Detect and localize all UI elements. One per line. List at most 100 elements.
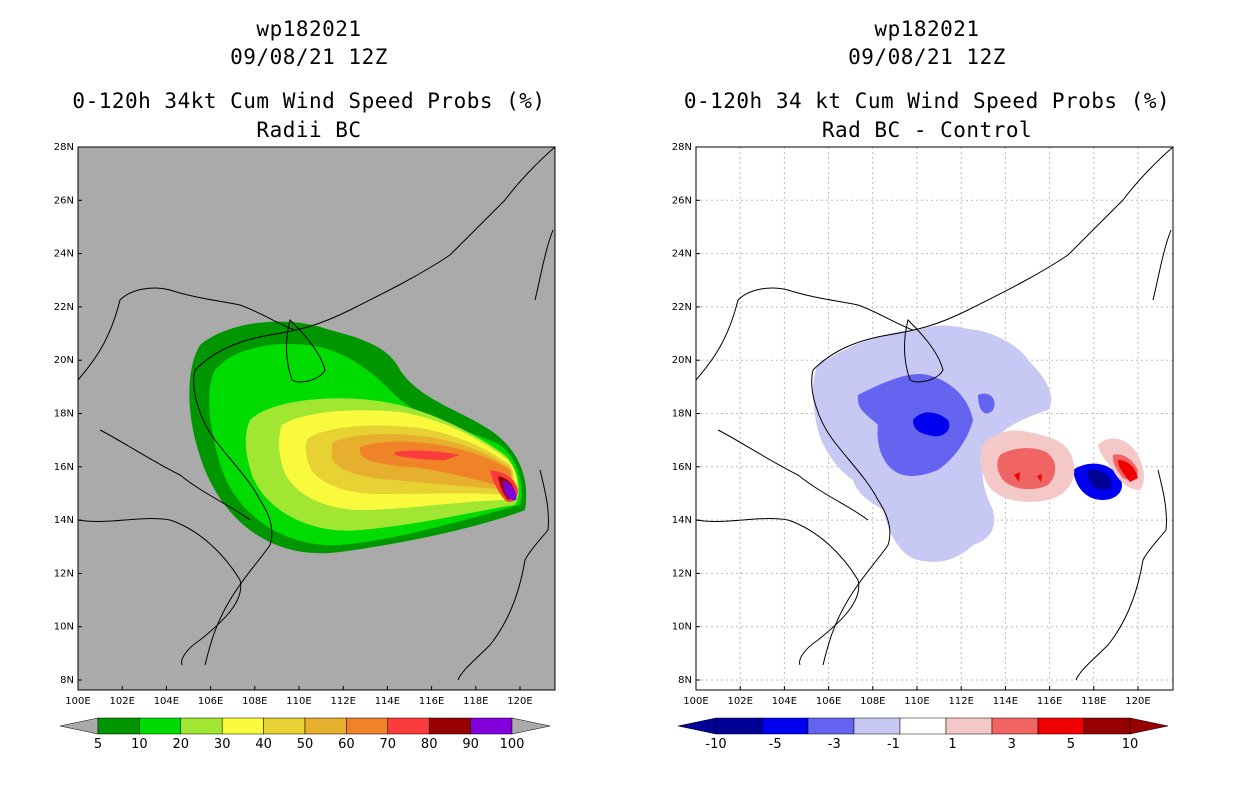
right-panel: wp182021 09/08/21 12Z 0-120h 34 kt Cum W… [618, 0, 1236, 800]
right-storm-id: wp182021 [874, 17, 980, 41]
left-product-title: 0-120h 34kt Cum Wind Speed Probs (%) [72, 89, 546, 113]
colorbar-swatch [945, 717, 993, 735]
right-difference-contours [813, 325, 1144, 562]
lat-label: 28N [672, 142, 692, 153]
colorbar-label: -5 [769, 737, 782, 752]
lon-label: 104E [154, 696, 179, 707]
lat-label: 16N [54, 462, 74, 473]
diff-plus-5 [1014, 460, 1138, 482]
lon-label: 120E [1125, 696, 1150, 707]
contour-70 [395, 450, 518, 502]
colorbar-label: 10 [1122, 737, 1139, 752]
left-probability-contours [189, 321, 527, 554]
lat-label: 10N [54, 622, 74, 633]
colorbar-label: 5 [94, 737, 102, 752]
lon-label: 102E [727, 696, 752, 707]
left-map-frame [77, 146, 556, 691]
lon-label: 100E [65, 696, 90, 707]
colorbar-label: 50 [297, 737, 314, 752]
lat-label: 28N [54, 142, 74, 153]
lon-label: 118E [1081, 696, 1106, 707]
lon-label: 116E [1037, 696, 1062, 707]
colorbar-swatch [991, 717, 1039, 735]
colorbar-arrow-low [59, 717, 99, 735]
lat-label: 8N [678, 675, 692, 686]
lon-label: 106E [198, 696, 223, 707]
left-coastlines [78, 147, 555, 681]
lat-label: 14N [54, 515, 74, 526]
lon-label: 102E [109, 696, 134, 707]
colorbar-label: 5 [1067, 737, 1075, 752]
colorbar-swatch [263, 717, 306, 735]
colorbar-swatch [97, 717, 140, 735]
lon-label: 118E [463, 696, 488, 707]
lat-label: 24N [672, 249, 692, 260]
lon-label: 116E [419, 696, 444, 707]
lat-label: 20N [54, 355, 74, 366]
colorbar-label: 60 [338, 737, 355, 752]
lon-label: 108E [242, 696, 267, 707]
lat-label: 14N [672, 515, 692, 526]
colorbar-swatch [428, 717, 471, 735]
diff-plus-3 [997, 448, 1138, 490]
lon-label: 114E [375, 696, 400, 707]
left-colorbar: 5 10 20 30 40 50 60 70 80 90 100 [59, 717, 551, 752]
colorbar-label: 20 [173, 737, 190, 752]
colorbar-label: 90 [462, 737, 479, 752]
lat-label: 26N [54, 195, 74, 206]
lon-label: 106E [816, 696, 841, 707]
colorbar-swatch [853, 717, 901, 735]
right-map-frame [695, 146, 1174, 691]
lat-label: 26N [672, 195, 692, 206]
lat-label: 20N [672, 355, 692, 366]
colorbar-swatch [899, 717, 947, 735]
colorbar-swatch [761, 717, 809, 735]
colorbar-swatch [715, 717, 763, 735]
lon-label: 110E [286, 696, 311, 707]
colorbar-swatch [387, 717, 430, 735]
lat-label: 18N [672, 409, 692, 420]
lat-label: 12N [54, 568, 74, 579]
colorbar-swatch [807, 717, 855, 735]
lon-label: 100E [683, 696, 708, 707]
right-colorbar: -10 -5 -3 -1 1 3 5 10 [677, 717, 1169, 752]
diff-minus-5 [913, 412, 1123, 500]
colorbar-swatch [180, 717, 223, 735]
colorbar-swatch [346, 717, 389, 735]
lat-label: 16N [672, 462, 692, 473]
colorbar-swatch [1037, 717, 1085, 735]
colorbar-arrow-high [1129, 717, 1169, 735]
lat-label: 24N [54, 249, 74, 260]
right-product-title: 0-120h 34 kt Cum Wind Speed Probs (%) [683, 89, 1171, 113]
right-subtitle: Rad BC - Control [821, 118, 1033, 142]
lat-label: 12N [672, 568, 692, 579]
right-lat-labels: 28N 26N 24N 22N 20N 18N 16N 14N 12N 10N 8N [672, 142, 700, 686]
colorbar-label: 10 [131, 737, 148, 752]
right-lon-labels: 100E 102E 104E 106E 108E 110E 112E 114E 116E 118E… [683, 686, 1151, 707]
colorbar-label: 30 [214, 737, 231, 752]
lon-label: 104E [772, 696, 797, 707]
left-panel: wp182021 09/08/21 12Z 0-120h 34kt Cum Wi… [54, 17, 556, 752]
diff-minus-10 [1087, 469, 1112, 490]
colorbar-swatch [304, 717, 347, 735]
lon-label: 114E [993, 696, 1018, 707]
left-storm-id: wp182021 [256, 17, 362, 41]
colorbar-label: 3 [1008, 737, 1016, 752]
contour-90 [503, 480, 517, 501]
left-lat-labels: 28N 26N 24N 22N 20N 18N 16N 14N 12N 10N 8N [54, 142, 82, 686]
colorbar-swatch [1083, 717, 1131, 735]
lat-label: 18N [54, 409, 74, 420]
colorbar-label: 70 [380, 737, 397, 752]
lon-label: 112E [330, 696, 355, 707]
colorbar-arrow-low [677, 717, 717, 735]
colorbar-arrow-high [511, 717, 551, 735]
colorbar-label: -3 [828, 737, 841, 752]
colorbar-swatch [139, 717, 182, 735]
colorbar-label: 1 [948, 737, 956, 752]
colorbar-swatch [470, 717, 513, 735]
colorbar-label: -10 [705, 737, 726, 752]
colorbar-swatch [221, 717, 264, 735]
lat-label: 10N [672, 622, 692, 633]
